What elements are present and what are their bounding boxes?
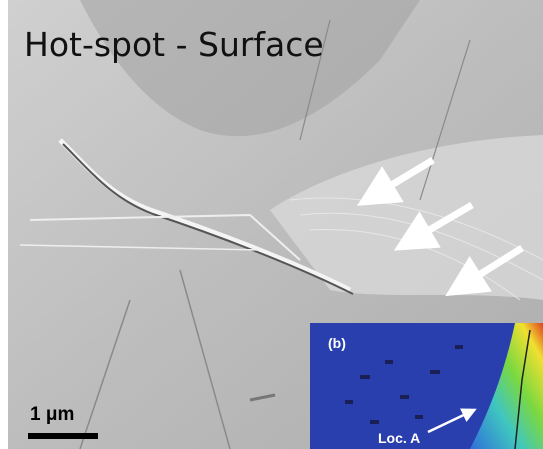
inset-annotation: Loc. A xyxy=(378,430,420,446)
scale-label: 1 μm xyxy=(30,404,74,425)
title: Hot-spot - Surface xyxy=(24,25,324,64)
inset-label: (b) xyxy=(328,335,346,351)
micrograph-page: Hot-spot - Surface 1 μm (b) Loc. A xyxy=(0,0,543,449)
inset-map: (b) Loc. A xyxy=(310,323,543,449)
scale-line xyxy=(28,433,98,439)
